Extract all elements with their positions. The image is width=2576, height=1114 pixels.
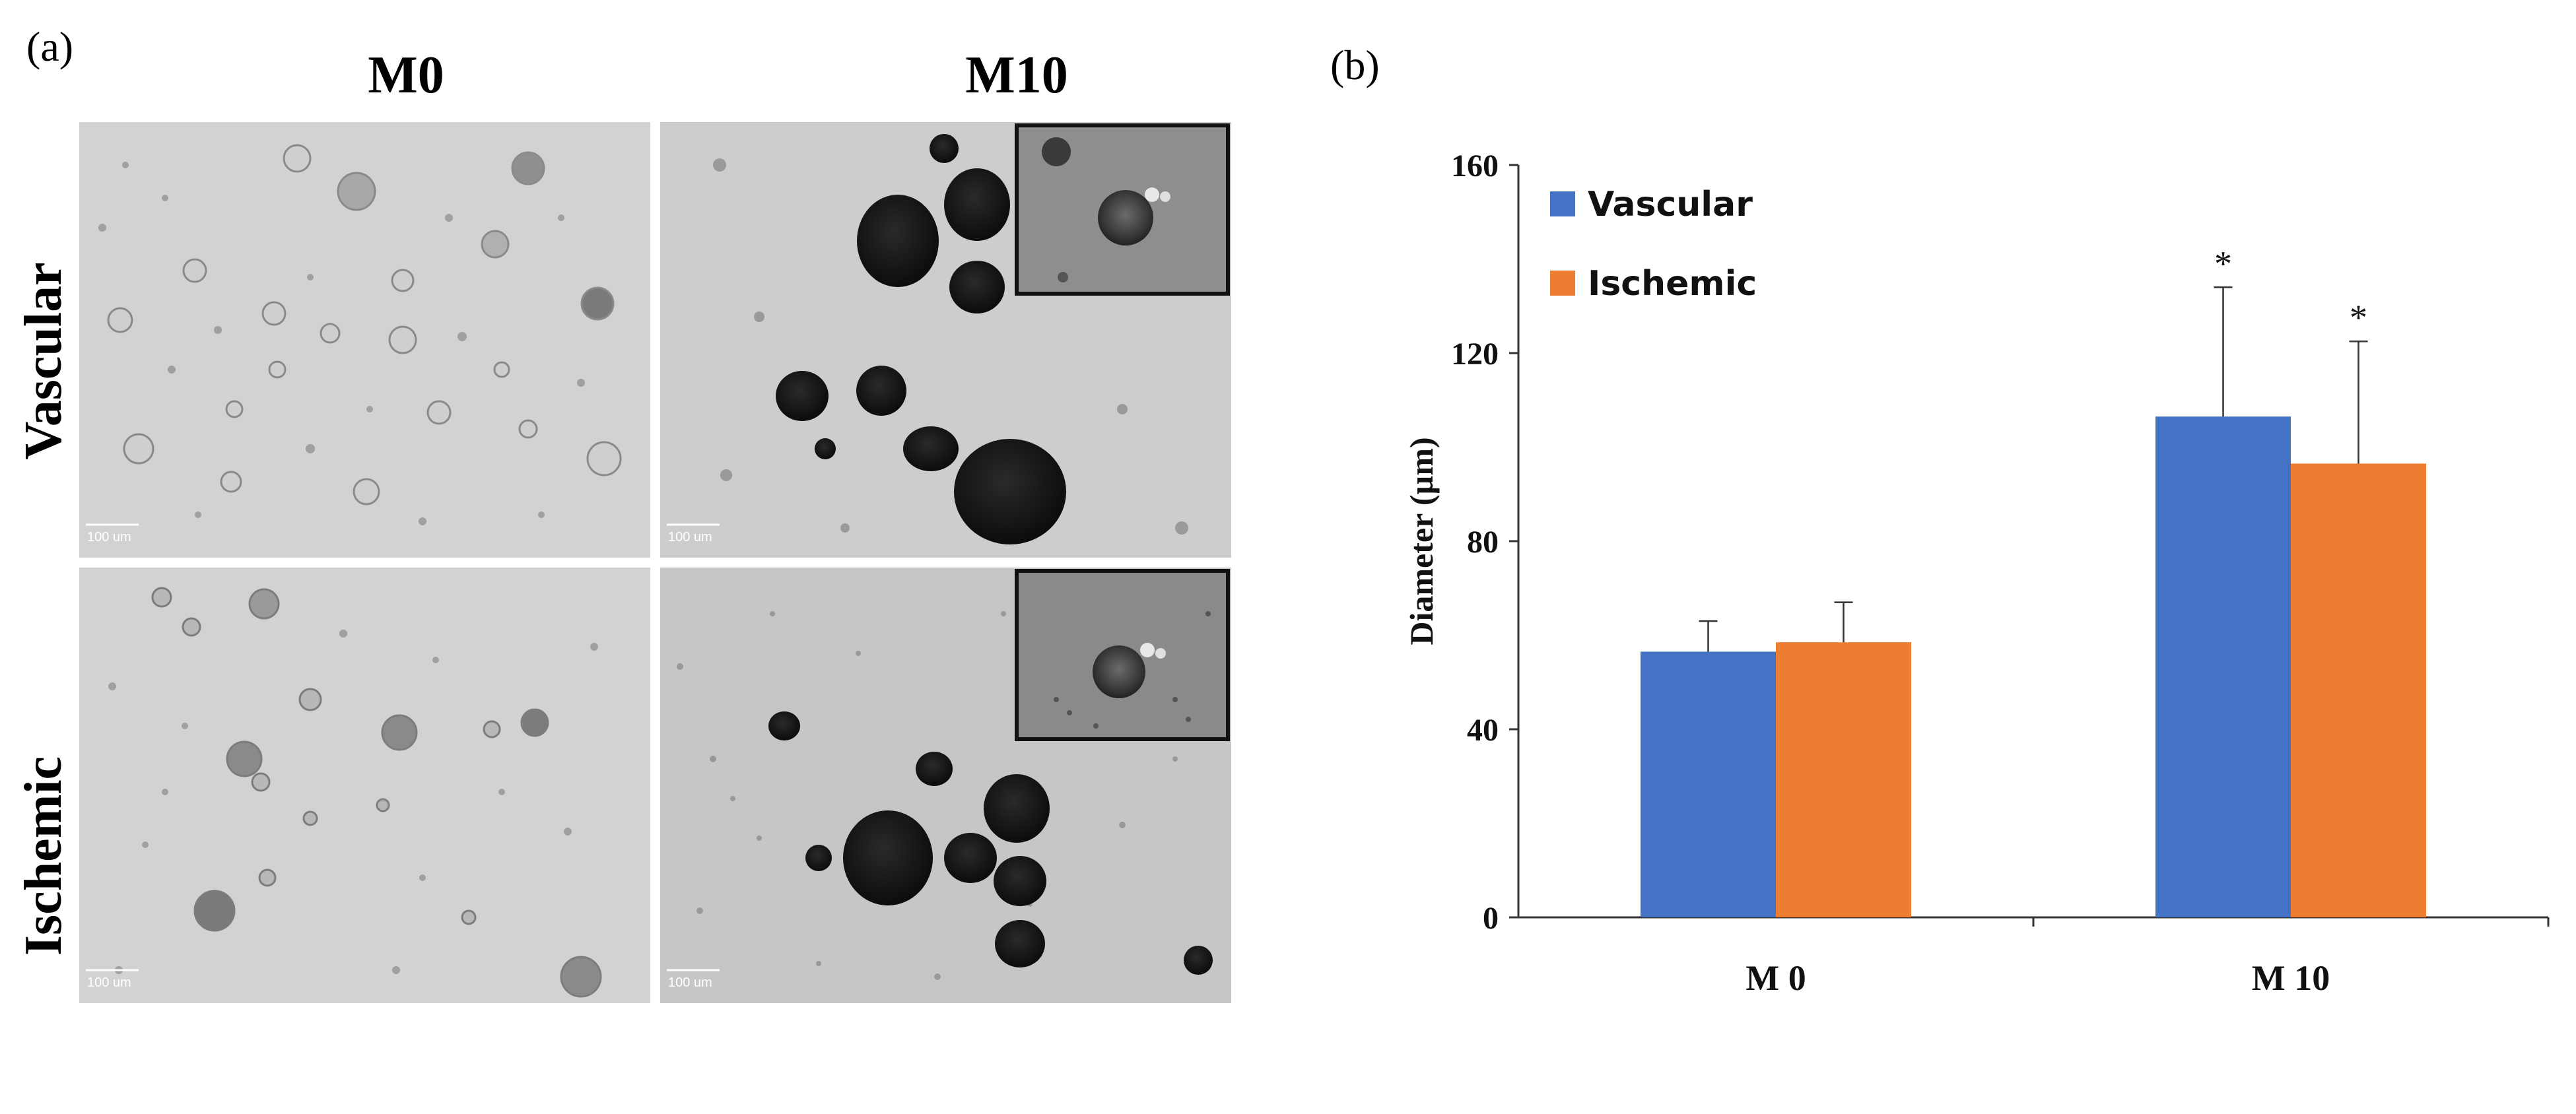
legend-swatch-ischemic <box>1550 271 1575 296</box>
significance-marker: * <box>2350 298 2367 337</box>
y-tick-label: 120 <box>1451 337 1499 372</box>
legend-swatch-vascular <box>1550 191 1575 216</box>
micrograph-vascular-m0: 100 um <box>79 122 650 558</box>
y-tick-label: 160 <box>1451 148 1499 183</box>
scale-bar-label: 100 um <box>87 530 131 544</box>
x-category-label: M 10 <box>2252 958 2330 998</box>
panel-b-label: (b) <box>1330 42 1380 88</box>
y-tick-label: 40 <box>1467 713 1499 748</box>
micrograph-vascular-m10: 100 um <box>660 122 1231 558</box>
bar-vascular <box>1641 651 1776 917</box>
inset-vascular-m10 <box>1015 123 1230 296</box>
column-header-m10: M10 <box>965 46 1068 104</box>
row-label-vascular: Vascular <box>15 262 73 459</box>
micrograph-ischemic-m0: 100 um <box>79 568 650 1003</box>
panel-a-label: (a) <box>26 23 73 70</box>
micrograph-ischemic-m10: 100 um <box>660 568 1231 1003</box>
legend-label-vascular: Vascular <box>1588 185 1753 224</box>
bar-ischemic <box>1776 642 1911 917</box>
diameter-bar-chart: 0 40 80 120 160 M 0 * * M 10 Diameter (µm) Vascula… <box>1403 148 2550 998</box>
y-tick-label: 80 <box>1467 525 1499 560</box>
y-tick-label: 0 <box>1483 901 1499 936</box>
scale-bar-label: 100 um <box>668 530 712 544</box>
y-axis-label: Diameter (µm) <box>1403 437 1440 645</box>
row-label-ischemic: Ischemic <box>15 756 73 956</box>
column-header-m0: M0 <box>368 46 444 104</box>
x-category-label: M 0 <box>1746 958 1806 998</box>
bar-vascular <box>2155 416 2291 917</box>
bar-ischemic <box>2291 463 2426 917</box>
significance-marker: * <box>2214 244 2232 283</box>
inset-ischemic-m10 <box>1015 569 1230 741</box>
scale-bar-label: 100 um <box>87 975 131 990</box>
legend-label-ischemic: Ischemic <box>1588 264 1757 304</box>
scale-bar-label: 100 um <box>668 975 712 990</box>
